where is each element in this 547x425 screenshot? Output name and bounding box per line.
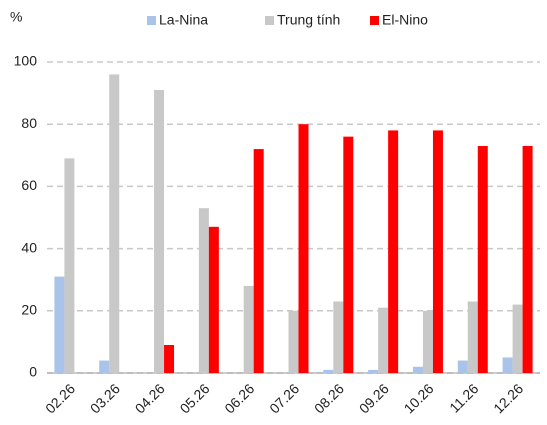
- bar: [477, 145, 488, 373]
- x-tick-label: 06.26: [221, 380, 257, 416]
- bar: [109, 74, 120, 373]
- bar: [457, 360, 468, 373]
- bar: [333, 301, 344, 373]
- bar: [99, 360, 110, 373]
- bar: [288, 310, 299, 373]
- y-tick-label: 80: [21, 115, 37, 131]
- y-tick-label: 20: [21, 302, 37, 318]
- y-tick-label: 40: [21, 239, 37, 255]
- bar: [253, 149, 264, 373]
- bar: [164, 345, 175, 373]
- bar: [512, 304, 523, 373]
- bar: [298, 124, 309, 373]
- legend-swatch: [265, 16, 274, 25]
- bar: [368, 369, 379, 373]
- legend-swatch: [147, 16, 156, 25]
- bar: [64, 158, 75, 373]
- x-tick-label: 10.26: [401, 380, 437, 416]
- bar: [432, 130, 443, 373]
- bar: [198, 208, 209, 373]
- bar: [323, 369, 334, 373]
- bar: [54, 276, 65, 373]
- x-tick-label: 09.26: [356, 380, 392, 416]
- x-tick-label: 03.26: [87, 380, 123, 416]
- x-tick-label: 08.26: [311, 380, 347, 416]
- y-axis-label: %: [10, 9, 22, 25]
- bar: [422, 310, 433, 373]
- bar: [388, 130, 399, 373]
- bar: [378, 307, 389, 373]
- bar: [343, 136, 354, 373]
- bar: [208, 226, 219, 373]
- x-tick-label: 11.26: [446, 380, 482, 416]
- y-tick-label: 60: [21, 177, 37, 193]
- x-tick-label: 12.26: [490, 380, 526, 416]
- y-tick-label: 0: [29, 364, 37, 380]
- x-tick-label: 02.26: [42, 380, 78, 416]
- bar: [154, 89, 165, 374]
- bar: [412, 366, 423, 373]
- x-tick-label: 05.26: [177, 380, 213, 416]
- bar: [467, 301, 478, 373]
- y-tick-label: 100: [14, 53, 38, 69]
- legend-label: La-Nina: [159, 12, 208, 28]
- legend-swatch: [370, 16, 379, 25]
- bar: [243, 285, 254, 373]
- x-tick-label: 07.26: [266, 380, 302, 416]
- legend-label: Trung tính: [277, 12, 340, 28]
- bar: [522, 145, 533, 373]
- x-tick-label: 04.26: [132, 380, 168, 416]
- bar: [502, 357, 513, 373]
- legend-label: El-Nino: [382, 12, 428, 28]
